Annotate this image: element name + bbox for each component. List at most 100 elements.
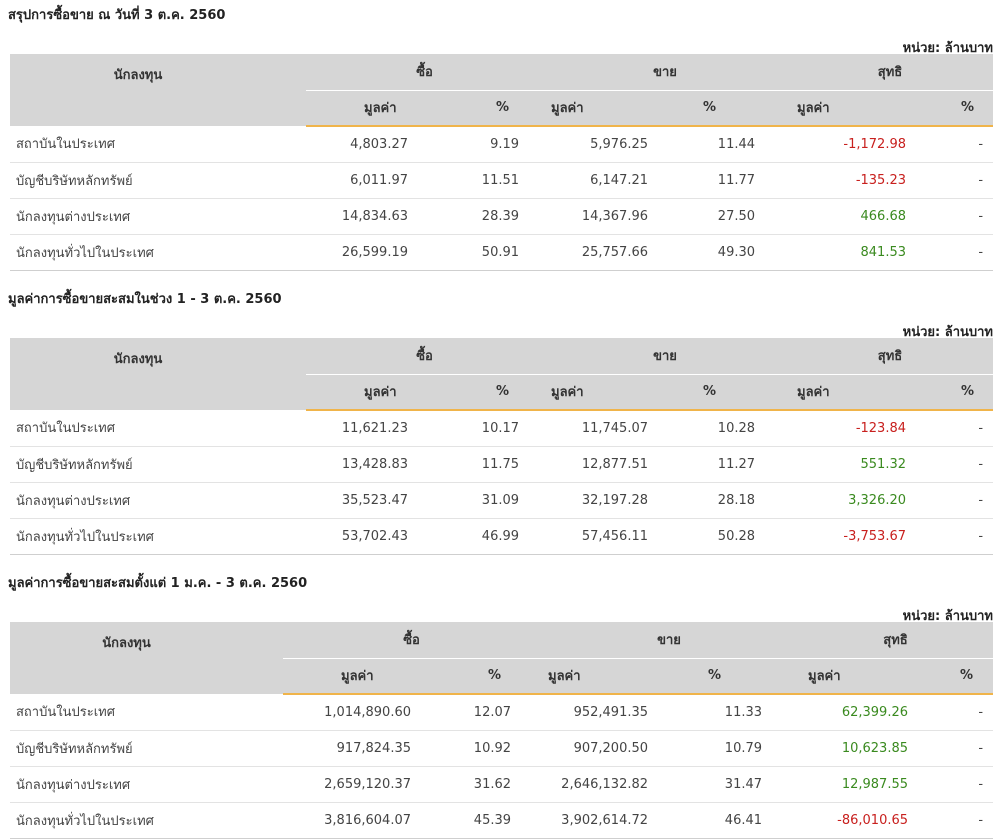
investor-name: นักลงทุนทั่วไปในประเทศ (10, 518, 306, 555)
table-row: นักลงทุนทั่วไปในประเทศ 53,702.43 46.99 5… (10, 518, 994, 555)
buy-percent: 31.09 (446, 482, 544, 519)
buy-percent: 31.62 (443, 766, 541, 803)
header-buy: ซื้อ (306, 54, 544, 91)
investor-name: บัญชีบริษัทหลักทรัพย์ (10, 162, 306, 199)
buy-percent: 50.91 (446, 234, 544, 271)
table-row: สถาบันในประเทศ 1,014,890.60 12.07 952,49… (10, 694, 994, 731)
investor-name: สถาบันในประเทศ (10, 126, 306, 163)
net-percent: - (950, 730, 994, 767)
buy-value: 14,834.63 (306, 198, 446, 235)
sell-value: 907,200.50 (540, 730, 699, 767)
investor-name: นักลงทุนทั่วไปในประเทศ (10, 234, 306, 271)
header-investor: นักลงทุน (10, 338, 306, 410)
sell-percent: 10.28 (691, 410, 788, 447)
header-buy-value: มูลค่า (306, 374, 446, 411)
header-buy-percent: % (446, 90, 544, 127)
investor-name: บัญชีบริษัทหลักทรัพย์ (10, 446, 306, 483)
header-net-value: มูลค่า (787, 374, 950, 411)
buy-percent: 45.39 (443, 802, 541, 839)
section-title: มูลค่าการซื้อขายสะสมในช่วง 1 - 3 ต.ค. 25… (8, 292, 282, 307)
net-percent: - (950, 694, 994, 731)
header-net-value: มูลค่า (798, 658, 951, 695)
investor-name: นักลงทุนต่างประเทศ (10, 482, 306, 519)
net-value: -123.84 (787, 410, 950, 447)
unit-label: หน่วย: ล้านบาท (902, 41, 993, 56)
net-percent: - (950, 766, 994, 803)
trading-summary-table: นักลงทุน ซื้อ ขาย สุทธิ มูลค่า % มูลค่า … (10, 338, 994, 555)
trading-summary-table: นักลงทุน ซื้อ ขาย สุทธิ มูลค่า % มูลค่า … (10, 54, 994, 271)
buy-value: 4,803.27 (306, 126, 446, 163)
net-percent: - (950, 802, 994, 839)
net-value: 12,987.55 (798, 766, 951, 803)
header-buy: ซื้อ (283, 622, 541, 659)
investor-name: บัญชีบริษัทหลักทรัพย์ (10, 730, 283, 767)
header-sell: ขาย (543, 54, 788, 91)
net-percent: - (949, 162, 994, 199)
sell-percent: 46.41 (698, 802, 799, 839)
sell-percent: 11.44 (691, 126, 788, 163)
table-row: นักลงทุนทั่วไปในประเทศ 3,816,604.07 45.3… (10, 802, 994, 839)
sell-value: 952,491.35 (540, 694, 699, 731)
header-buy-value: มูลค่า (306, 90, 446, 127)
net-percent: - (949, 410, 994, 447)
investor-name: สถาบันในประเทศ (10, 410, 306, 447)
sell-percent: 28.18 (691, 482, 788, 519)
trading-summary-table: นักลงทุน ซื้อ ขาย สุทธิ มูลค่า % มูลค่า … (10, 622, 994, 839)
table-row: บัญชีบริษัทหลักทรัพย์ 13,428.83 11.75 12… (10, 446, 994, 483)
sell-value: 32,197.28 (543, 482, 692, 519)
sell-percent: 10.79 (698, 730, 799, 767)
header-sell-percent: % (691, 90, 788, 127)
unit-label: หน่วย: ล้านบาท (902, 609, 993, 624)
buy-percent: 10.17 (446, 410, 544, 447)
header-net: สุทธิ (787, 54, 994, 91)
net-value: 551.32 (787, 446, 950, 483)
table-row: นักลงทุนทั่วไปในประเทศ 26,599.19 50.91 2… (10, 234, 994, 271)
sell-value: 5,976.25 (543, 126, 692, 163)
table-row: บัญชีบริษัทหลักทรัพย์ 6,011.97 11.51 6,1… (10, 162, 994, 199)
sell-percent: 49.30 (691, 234, 788, 271)
sell-percent: 31.47 (698, 766, 799, 803)
sell-value: 14,367.96 (543, 198, 692, 235)
header-sell-percent: % (698, 658, 799, 695)
buy-value: 1,014,890.60 (283, 694, 443, 731)
header-net: สุทธิ (798, 622, 994, 659)
net-value: 10,623.85 (798, 730, 951, 767)
sell-percent: 11.27 (691, 446, 788, 483)
header-investor: นักลงทุน (10, 622, 283, 694)
net-value: 466.68 (787, 198, 950, 235)
header-buy-percent: % (446, 374, 544, 411)
section-title: มูลค่าการซื้อขายสะสมตั้งแต่ 1 ม.ค. - 3 ต… (8, 576, 308, 591)
investor-name: นักลงทุนต่างประเทศ (10, 766, 283, 803)
investor-name: นักลงทุนทั่วไปในประเทศ (10, 802, 283, 839)
net-value: 841.53 (787, 234, 950, 271)
header-net-percent: % (949, 374, 994, 411)
header-net: สุทธิ (787, 338, 994, 375)
net-value: -135.23 (787, 162, 950, 199)
table-row: นักลงทุนต่างประเทศ 35,523.47 31.09 32,19… (10, 482, 994, 519)
header-sell-percent: % (691, 374, 788, 411)
buy-percent: 11.51 (446, 162, 544, 199)
sell-percent: 27.50 (691, 198, 788, 235)
sell-value: 2,646,132.82 (540, 766, 699, 803)
table-row: นักลงทุนต่างประเทศ 14,834.63 28.39 14,36… (10, 198, 994, 235)
header-buy-percent: % (443, 658, 541, 695)
buy-percent: 46.99 (446, 518, 544, 555)
sell-percent: 11.77 (691, 162, 788, 199)
sell-percent: 50.28 (691, 518, 788, 555)
buy-value: 3,816,604.07 (283, 802, 443, 839)
section-title: สรุปการซื้อขาย ณ วันที่ 3 ต.ค. 2560 (8, 8, 226, 23)
investor-name: นักลงทุนต่างประเทศ (10, 198, 306, 235)
sell-value: 57,456.11 (543, 518, 692, 555)
buy-value: 13,428.83 (306, 446, 446, 483)
buy-percent: 12.07 (443, 694, 541, 731)
header-sell-value: มูลค่า (543, 374, 692, 411)
header-sell: ขาย (543, 338, 788, 375)
buy-value: 26,599.19 (306, 234, 446, 271)
net-percent: - (949, 446, 994, 483)
buy-value: 53,702.43 (306, 518, 446, 555)
header-buy-value: มูลค่า (283, 658, 443, 695)
net-value: -1,172.98 (787, 126, 950, 163)
buy-percent: 28.39 (446, 198, 544, 235)
table-row: นักลงทุนต่างประเทศ 2,659,120.37 31.62 2,… (10, 766, 994, 803)
header-sell-value: มูลค่า (540, 658, 699, 695)
